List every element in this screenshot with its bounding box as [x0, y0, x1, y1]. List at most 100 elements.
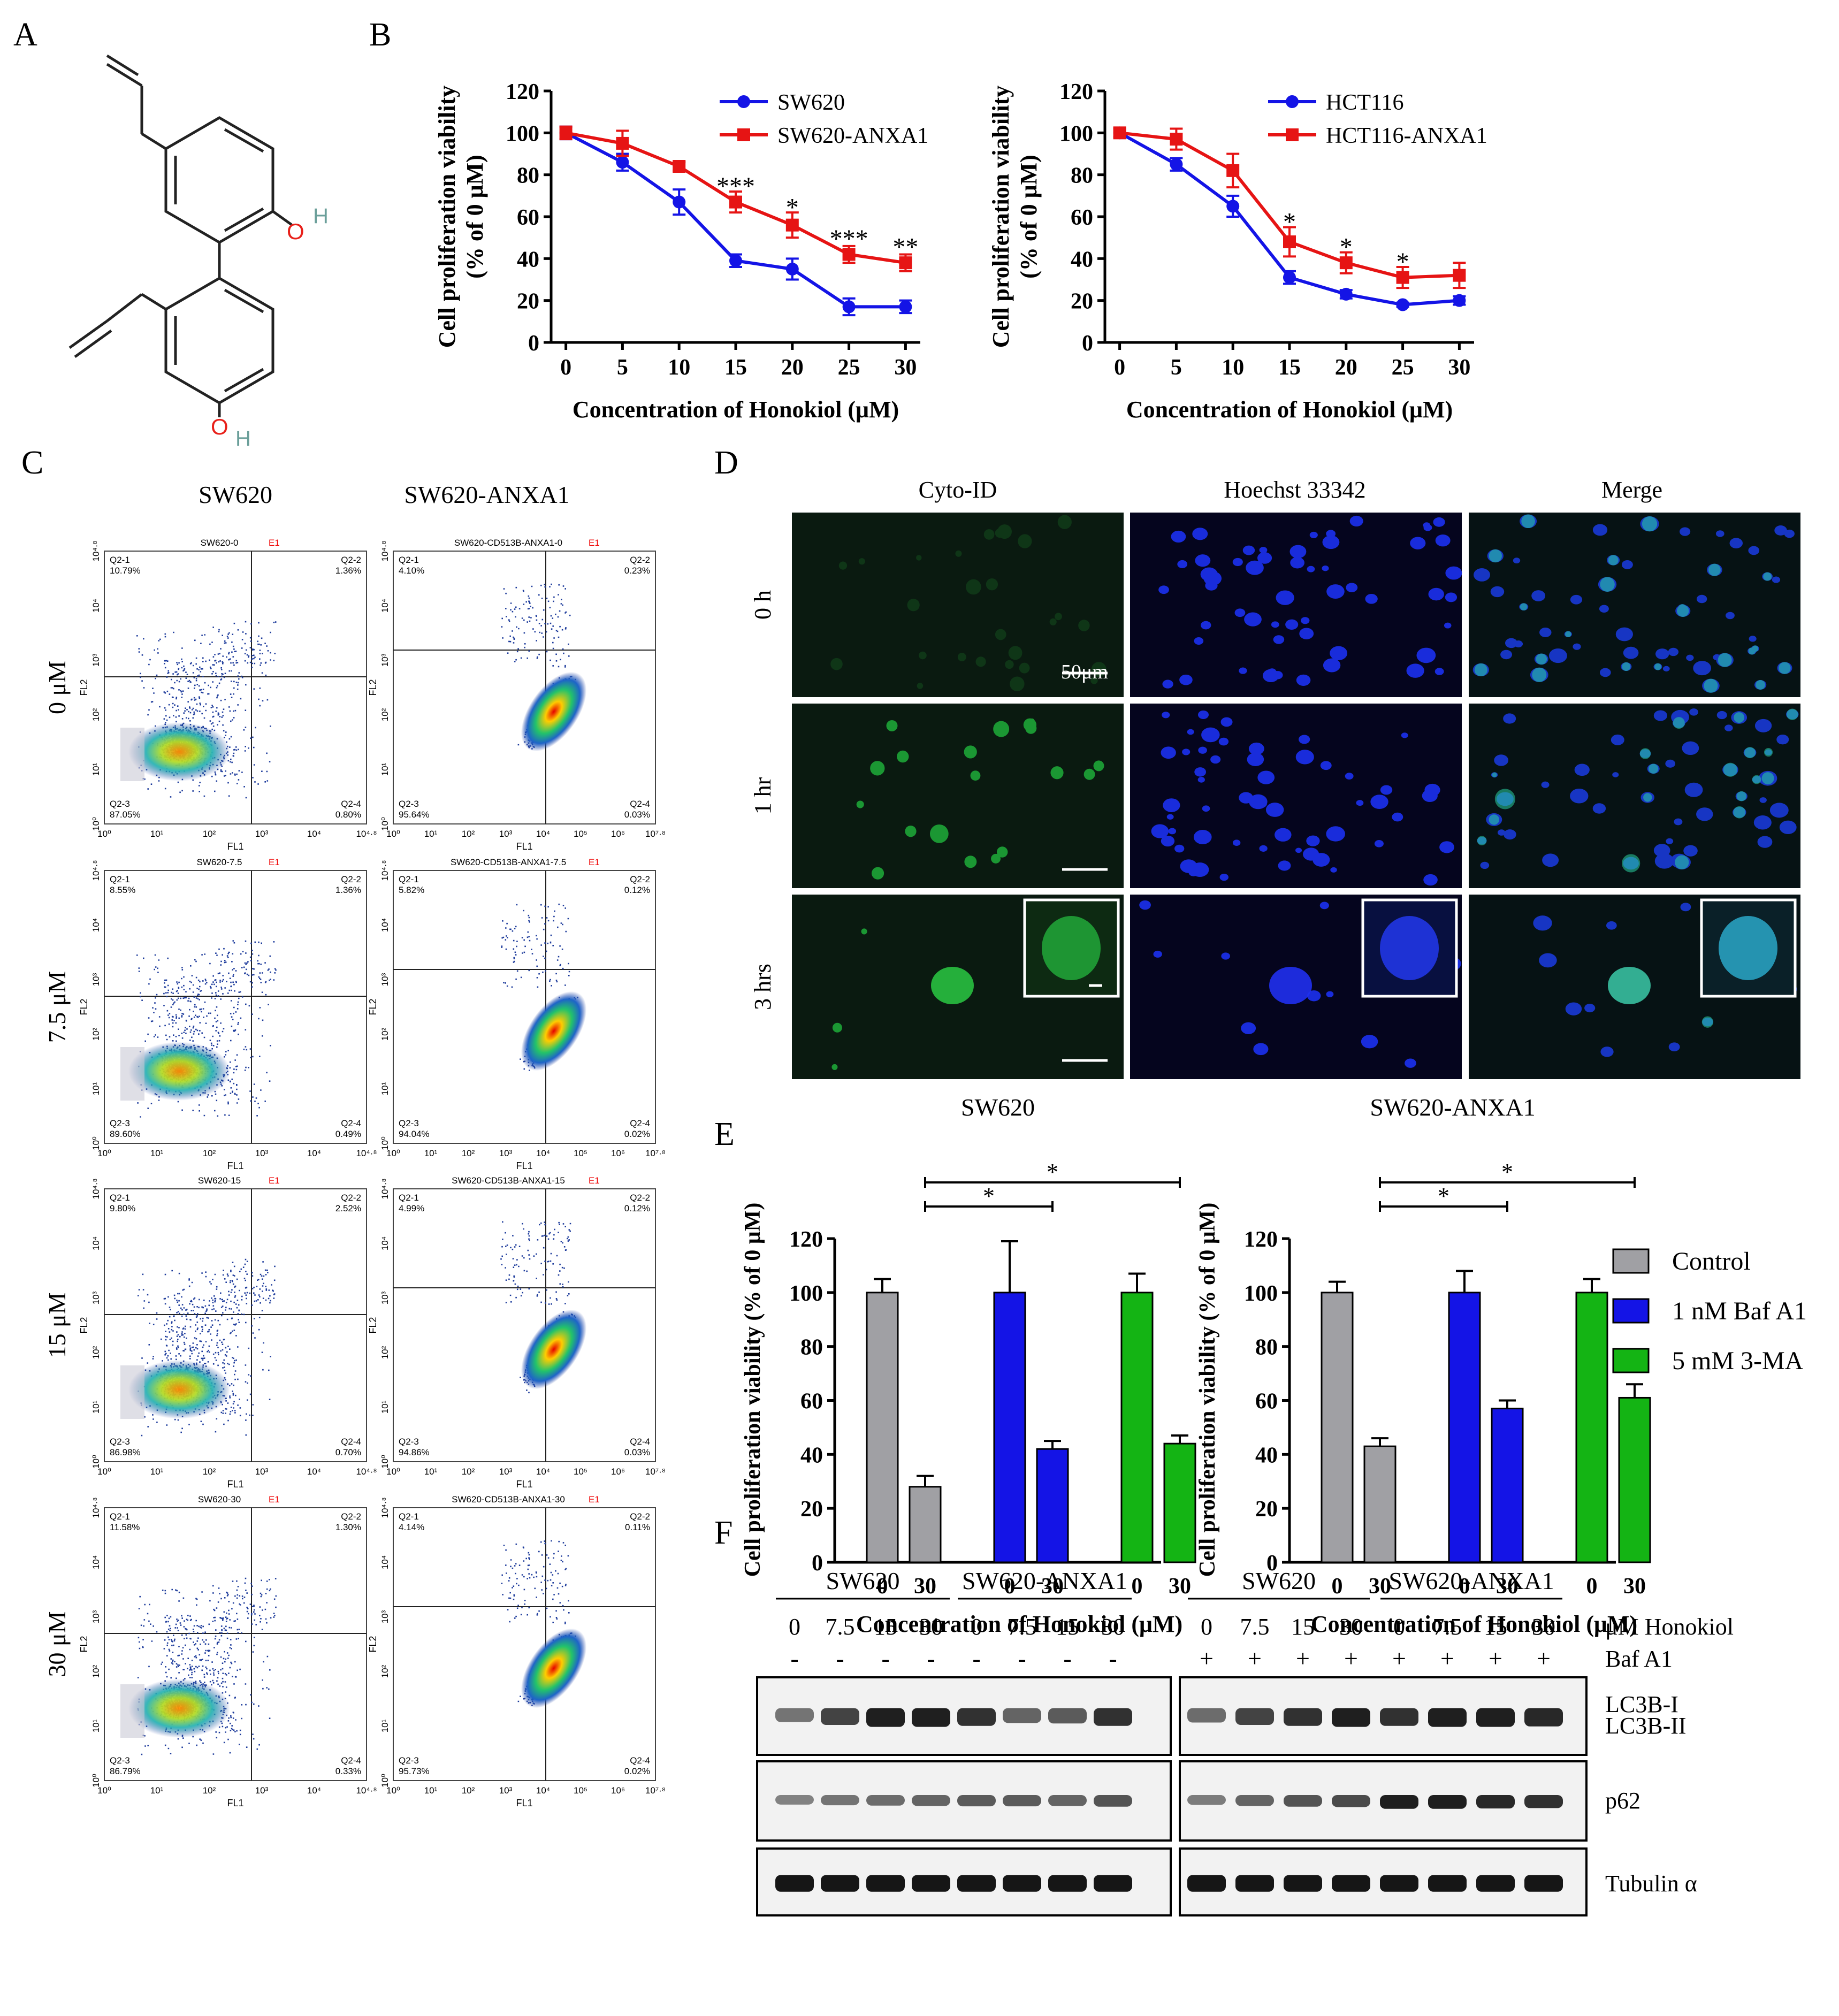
- quadrant-value-q2: 0.12%: [624, 1203, 650, 1213]
- scale-bar-label: 50μm: [1061, 661, 1108, 683]
- flow-x-tick: 10⁴·⁸: [356, 829, 377, 839]
- lane-dose: 15: [874, 1614, 897, 1640]
- flow-x-tick: 10⁵: [574, 1148, 587, 1158]
- flow-y-tick: 10³: [91, 973, 101, 986]
- flow-x-tick: 10⁰: [97, 1467, 111, 1477]
- y-tick-label: 20: [1071, 289, 1093, 314]
- lane-dose: 0: [789, 1614, 800, 1640]
- panel-label-e: E: [714, 1116, 735, 1152]
- flow-x-tick: 10⁴: [536, 1148, 550, 1158]
- data-point: [1170, 158, 1183, 171]
- flow-x-tick: 10⁶: [611, 1467, 625, 1477]
- flow-y-tick: 10⁴: [91, 599, 101, 613]
- protein-band: [1428, 1795, 1467, 1809]
- flow-gate-label: E1: [589, 538, 600, 548]
- data-point: [1453, 269, 1466, 282]
- lane-dose: 15: [1291, 1614, 1315, 1640]
- flow-x-tick: 10²: [462, 1785, 475, 1796]
- quadrant-name-q2: Q2-2: [341, 1511, 361, 1522]
- quadrant-value-q1: 10.79%: [110, 566, 141, 576]
- protein-band: [1524, 1708, 1563, 1727]
- flow-plot-frame: [393, 551, 656, 824]
- flow-y-tick: 10⁴: [91, 1555, 101, 1569]
- flow-plot-frame: [104, 1507, 367, 1781]
- flow-x-tick: 10³: [499, 1467, 513, 1477]
- data-point: [1339, 256, 1353, 270]
- y-tick-label: 60: [517, 205, 539, 230]
- flow-x-tick: 10¹: [150, 829, 164, 839]
- data-point: [559, 126, 573, 140]
- lane-dose: 30: [1339, 1614, 1363, 1640]
- quadrant-value-q4: 0.03%: [624, 1447, 650, 1457]
- x-tick-label: 30: [914, 1574, 936, 1599]
- flow-y-tick: 10¹: [91, 1719, 101, 1732]
- lane-dose: 30: [1532, 1614, 1555, 1640]
- flow-x-tick: 10²: [203, 1467, 216, 1477]
- blot-group-label: SW620-ANXA1: [962, 1567, 1127, 1594]
- significance-mark: *: [1397, 248, 1409, 276]
- lane-baf-status: -: [836, 1645, 844, 1672]
- flow-x-tick: 10⁷·⁸: [645, 1467, 666, 1477]
- lane-dose: 15: [1484, 1614, 1507, 1640]
- flow-y-axis-label: FL2: [79, 998, 89, 1015]
- x-tick-label: 30: [1496, 1574, 1518, 1599]
- data-point: [842, 248, 856, 261]
- flow-y-axis-label: FL2: [79, 1317, 89, 1333]
- bar: [1036, 1448, 1069, 1563]
- quadrant-name-q2: Q2-2: [630, 874, 650, 884]
- flow-density-core: [521, 991, 587, 1071]
- y-tick-label: 100: [789, 1281, 823, 1306]
- flow-x-axis-label: FL1: [516, 1798, 532, 1808]
- flow-x-tick: 10⁷·⁸: [645, 1148, 666, 1158]
- y-tick-label: 60: [800, 1389, 823, 1414]
- western-blot: SW620 SW620-ANXA1 SW620 SW620-ANXA10-7.5-15…: [756, 1567, 1734, 1916]
- quadrant-name-q3: Q2-3: [399, 1118, 419, 1128]
- protein-band: [1003, 1708, 1041, 1723]
- flow-y-axis-label: FL2: [368, 1636, 378, 1652]
- y-axis-label: Cell proliferation viability (% of 0 μM): [1195, 1203, 1220, 1577]
- cyto-id-image: [792, 895, 1124, 1079]
- lane-baf-status: +: [1392, 1645, 1406, 1672]
- flow-x-tick: 10⁰: [97, 1148, 111, 1158]
- panel-label-c: C: [21, 445, 43, 481]
- y-tick-label: 40: [1255, 1443, 1278, 1468]
- flow-x-tick: 10¹: [150, 1148, 164, 1158]
- flow-x-tick: 10³: [255, 1467, 269, 1477]
- y-tick-label: 0: [1266, 1551, 1278, 1576]
- flow-plot: SW620-CD513B-ANXA1-15 E1 Q2-14.99% Q2-20.12…: [368, 1175, 666, 1490]
- protein-band: [775, 1875, 814, 1892]
- legend-marker: [1286, 95, 1299, 108]
- legend-swatch: [1612, 1298, 1650, 1324]
- atom-o-bottom: O: [211, 414, 228, 439]
- flow-edge-band: [120, 1047, 144, 1101]
- protein-band: [1428, 1708, 1467, 1727]
- protein-band: [1094, 1708, 1132, 1726]
- flow-x-tick: 10⁰: [386, 1785, 400, 1796]
- data-point: [899, 300, 912, 314]
- lane-baf-status: +: [1248, 1645, 1262, 1672]
- flow-plot-title: SW620-CD513B-ANXA1-0: [454, 538, 562, 548]
- flow-x-tick: 10¹: [424, 829, 438, 839]
- series-line-control: [565, 131, 906, 309]
- flow-y-tick: 10⁴·⁸: [91, 540, 101, 561]
- protein-band: [957, 1708, 996, 1726]
- flow-gate-label: E1: [269, 538, 280, 548]
- protein-band: [1428, 1875, 1467, 1892]
- lane-baf-status: -: [790, 1645, 798, 1672]
- flow-col-header-sw620: SW620: [199, 481, 272, 508]
- blot-group-label: SW620: [826, 1567, 900, 1594]
- y-axis-label: Cell proliferation viability (% of 0 μM): [741, 1203, 765, 1577]
- y-tick-label: 40: [800, 1443, 823, 1468]
- quadrant-value-q1: 5.82%: [399, 885, 424, 895]
- flow-y-tick: 10⁴: [380, 1236, 390, 1250]
- quadrant-name-q3: Q2-3: [110, 1437, 130, 1447]
- flow-x-tick: 10⁴: [307, 829, 321, 839]
- honokiol-structure: [68, 54, 293, 417]
- y-tick-label: 20: [517, 289, 539, 314]
- protein-band: [1187, 1708, 1226, 1723]
- cyto-id-image: [792, 513, 1124, 697]
- significance-mark: *: [983, 1183, 995, 1209]
- flow-y-axis-label: FL2: [368, 679, 378, 696]
- protein-band: [1476, 1875, 1515, 1892]
